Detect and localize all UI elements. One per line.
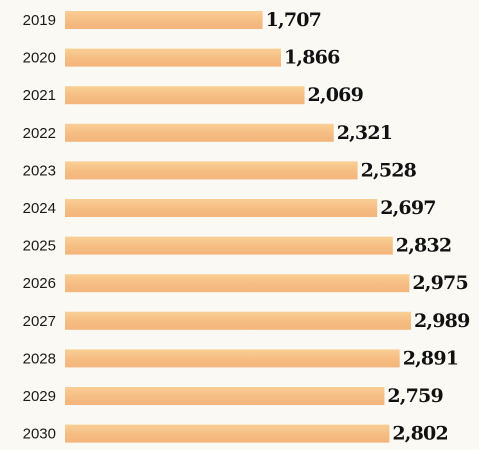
value-label-2030: 2,802: [392, 423, 448, 445]
year-label-2019: 2019: [23, 12, 56, 29]
bars-group: [65, 11, 411, 443]
bar-2028: [65, 349, 400, 368]
value-labels-group: 1,707 1,866 2,069 2,321 2,528 2,697 2,832 2,975…: [266, 9, 471, 445]
year-labels-group: 2019 2020 2021 2022 2023 2024 2025 2026 2027 2028…: [23, 12, 56, 443]
year-label-2028: 2028: [23, 350, 56, 367]
year-label-2024: 2024: [23, 200, 56, 217]
value-label-2029: 2,759: [387, 385, 443, 407]
bar-2022: [65, 123, 334, 142]
bar-2029: [65, 387, 385, 405]
bar-2023: [65, 161, 358, 180]
value-label-2024: 2,697: [380, 197, 436, 219]
year-label-2027: 2027: [23, 313, 56, 330]
year-label-2025: 2025: [23, 238, 56, 255]
value-label-2026: 2,975: [412, 272, 468, 294]
year-label-2020: 2020: [23, 50, 56, 67]
bar-2024: [65, 199, 378, 217]
year-label-2029: 2029: [23, 388, 56, 405]
bar-2026: [65, 274, 410, 293]
year-label-2022: 2022: [23, 125, 56, 142]
value-label-2020: 1,866: [284, 47, 340, 69]
bar-2027: [65, 311, 411, 330]
bar-2019: [65, 11, 263, 29]
value-label-2022: 2,321: [337, 122, 393, 144]
year-label-2023: 2023: [23, 162, 56, 179]
year-label-2021: 2021: [23, 87, 56, 104]
value-label-2019: 1,707: [266, 9, 322, 31]
bar-2030: [65, 424, 390, 443]
bar-2020: [65, 48, 281, 67]
year-label-2030: 2030: [23, 426, 56, 443]
value-label-2025: 2,832: [396, 235, 452, 257]
bar-2021: [65, 86, 305, 105]
value-label-2028: 2,891: [403, 347, 459, 369]
value-label-2027: 2,989: [414, 310, 470, 332]
year-label-2026: 2026: [23, 275, 56, 292]
value-label-2021: 2,069: [308, 84, 364, 106]
value-label-2023: 2,528: [361, 159, 417, 181]
bar-2025: [65, 236, 393, 255]
